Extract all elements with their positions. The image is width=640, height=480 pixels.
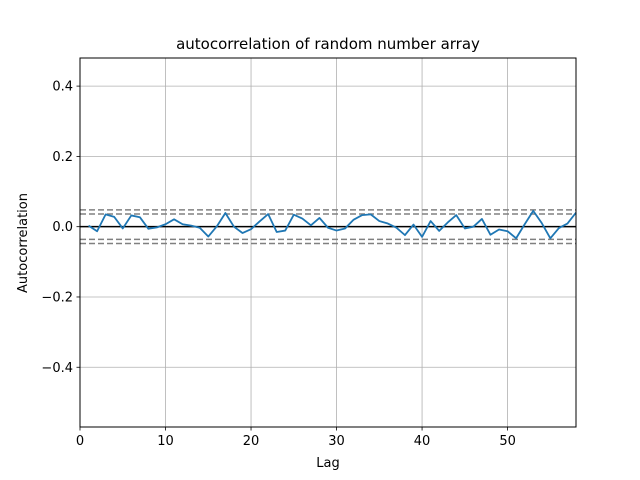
x-tick-label: 10 — [157, 434, 174, 449]
chart-title: autocorrelation of random number array — [176, 35, 480, 53]
y-axis-label: Autocorrelation — [16, 193, 31, 293]
x-tick-label: 30 — [328, 434, 345, 449]
autocorrelation-series-line — [88, 209, 577, 240]
x-tick-label: 40 — [414, 434, 431, 449]
x-tick-label: 0 — [76, 434, 84, 449]
x-tick-label: 50 — [499, 434, 516, 449]
plot-area — [80, 58, 576, 427]
series-layer — [88, 209, 577, 240]
x-axis-label: Lag — [316, 456, 339, 471]
y-tick-label: −0.2 — [41, 290, 73, 305]
axis-ticks: 0 10 20 30 40 50 −0.4 −0.2 0.0 0.2 0.4 — [41, 80, 515, 449]
x-tick-label: 20 — [243, 434, 260, 449]
y-tick-label: 0.4 — [52, 80, 73, 95]
plot-frame — [79, 57, 577, 428]
y-tick-label: 0.0 — [52, 220, 73, 235]
y-tick-label: −0.4 — [41, 361, 73, 376]
y-tick-label: 0.2 — [52, 150, 73, 165]
